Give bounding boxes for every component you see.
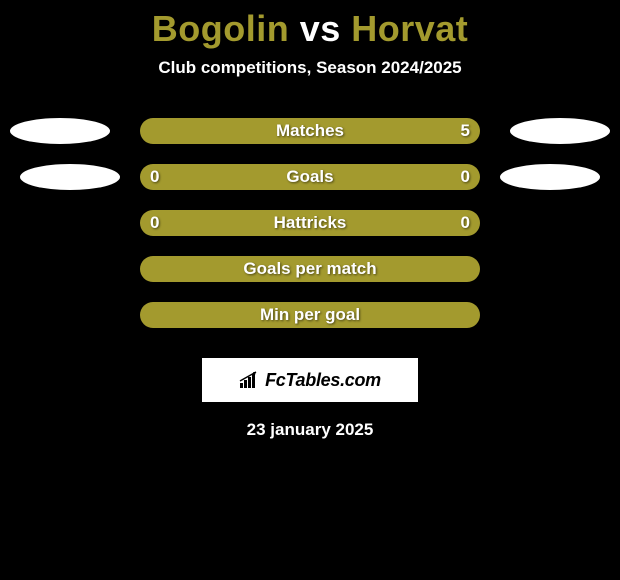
stat-value-left: 0 [150,164,159,190]
stat-rows: Matches 5 Goals 0 0 Hattricks 0 0 Goals per matc… [0,118,620,348]
logo-box: FcTables.com [202,358,418,402]
stat-value-left: 0 [150,210,159,236]
title-player-1: Bogolin [152,8,289,49]
stat-row: Matches 5 [0,118,620,164]
player-marker-left [20,164,120,190]
player-marker-right [510,118,610,144]
stat-label: Min per goal [260,302,360,328]
stat-value-right: 0 [461,210,470,236]
player-marker-left [10,118,110,144]
page-title: Bogolin vs Horvat [0,0,620,50]
logo-text: FcTables.com [265,370,381,391]
date: 23 january 2025 [0,420,620,440]
stat-label: Goals [286,164,333,190]
stat-row: Goals per match [0,256,620,302]
subtitle: Club competitions, Season 2024/2025 [0,58,620,78]
bar-chart-icon [239,371,261,389]
stat-row: Hattricks 0 0 [0,210,620,256]
stat-label: Matches [276,118,344,144]
stat-row: Goals 0 0 [0,164,620,210]
player-marker-right [500,164,600,190]
title-vs: vs [289,8,351,49]
title-player-2: Horvat [351,8,468,49]
stat-row: Min per goal [0,302,620,348]
stat-label: Hattricks [274,210,347,236]
stat-value-right: 0 [461,164,470,190]
stat-value-right: 5 [461,118,470,144]
stat-label: Goals per match [243,256,376,282]
